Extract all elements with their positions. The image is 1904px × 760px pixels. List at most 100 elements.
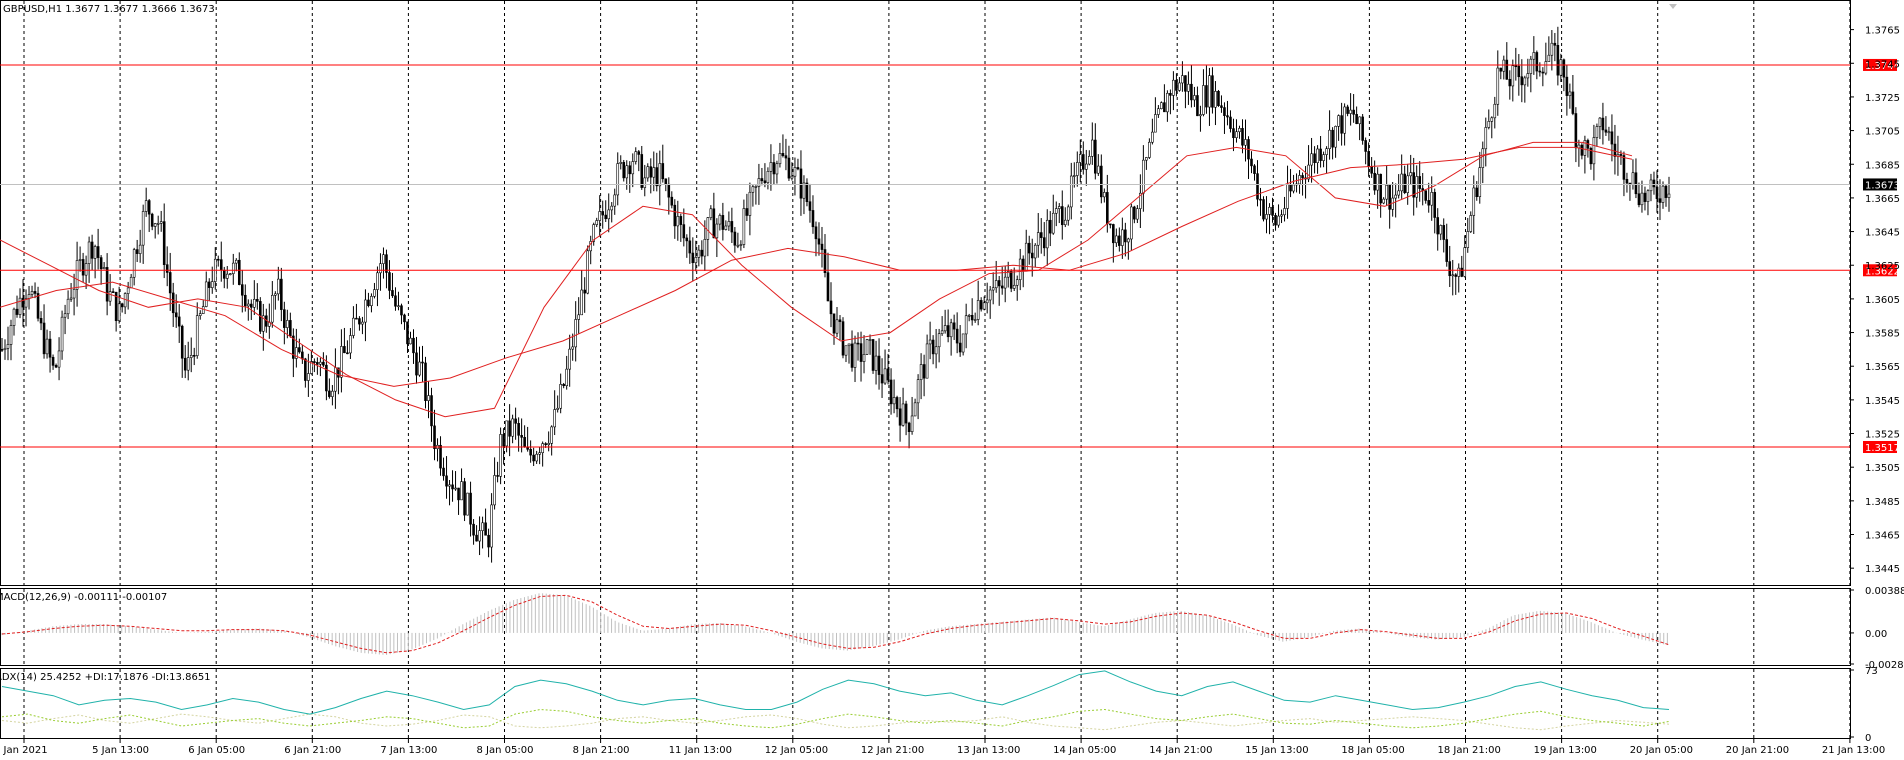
candle-body — [117, 303, 121, 322]
candle-body — [1367, 151, 1370, 167]
candle-body — [1259, 198, 1262, 201]
candle-body — [646, 166, 650, 179]
time-tick-label: 12 Jan 05:00 — [765, 745, 828, 756]
candle-body — [1472, 187, 1476, 216]
candle-body — [487, 534, 490, 548]
adx-title: ADX(14) 25.4252 +DI:17.1876 -DI:13.8651 — [0, 672, 211, 683]
candle-body — [739, 244, 743, 246]
level-price-tag — [1863, 264, 1897, 277]
candle-body — [493, 475, 496, 506]
candle-body — [1066, 206, 1070, 221]
moving-average-slow — [0, 146, 1633, 387]
candle-body — [877, 355, 881, 375]
candle-body — [679, 216, 683, 225]
candle-body — [271, 295, 274, 323]
candle-body — [706, 217, 710, 240]
candle-body — [1541, 71, 1545, 74]
candle-body — [904, 403, 908, 424]
candle-body — [463, 481, 466, 516]
candle-body — [1166, 92, 1169, 113]
price-tick-label: 1.3765 — [1865, 26, 1900, 37]
candle-body — [1364, 140, 1367, 152]
candle-body — [1000, 285, 1004, 289]
candle-body — [1042, 237, 1046, 249]
candle-body — [1490, 117, 1494, 122]
candle-body — [955, 328, 959, 344]
candle-body — [829, 300, 833, 315]
candle-body — [820, 243, 824, 250]
horizontal-levels[interactable]: 1.3744 1.3622 1.3517 1.3673 — [0, 58, 1900, 454]
candle-body — [472, 523, 475, 536]
candle-body — [850, 343, 854, 368]
candle-body — [1499, 67, 1503, 72]
candle-body — [1244, 139, 1247, 146]
candle-body — [361, 321, 364, 325]
chart-shift-marker-icon[interactable] — [1669, 4, 1677, 9]
candle-body — [499, 434, 502, 477]
candle-body — [625, 165, 629, 179]
candle-body — [1238, 128, 1241, 133]
candle-body — [730, 221, 734, 233]
candle-body — [1448, 261, 1452, 277]
candle-body — [99, 257, 103, 270]
candle-body — [652, 167, 656, 178]
candle-body — [129, 276, 133, 289]
candle-body — [156, 222, 160, 225]
candle-body — [940, 330, 944, 335]
candle-body — [727, 221, 731, 227]
candle-body — [1033, 244, 1037, 259]
candle-body — [760, 178, 764, 182]
candle-body — [1271, 206, 1274, 216]
candle-body — [1184, 75, 1187, 92]
candle-body — [96, 246, 100, 258]
candle-body — [21, 297, 25, 308]
price-tick-label: 1.3585 — [1865, 329, 1900, 340]
candle-body — [1151, 131, 1154, 143]
time-tick-label: 14 Jan 21:00 — [1149, 745, 1212, 756]
candle-body — [126, 287, 130, 294]
candle-body — [505, 420, 508, 447]
time-tick-label: 8 Jan 21:00 — [573, 745, 630, 756]
candle-body — [237, 259, 241, 285]
candle-body — [307, 373, 310, 381]
candle-body — [246, 303, 250, 307]
candle-body — [1649, 179, 1653, 192]
price-tick-label: 1.3485 — [1865, 497, 1900, 508]
moving-average-fast — [0, 141, 1633, 418]
candle-body — [985, 299, 989, 304]
candle-body — [1226, 115, 1229, 118]
candle-body — [382, 254, 385, 264]
candle-body — [1208, 75, 1211, 108]
candle-body — [51, 356, 55, 366]
time-tick-label: 11 Jan 13:00 — [669, 745, 732, 756]
candle-body — [1598, 117, 1602, 127]
adx-main-line — [1, 670, 1670, 715]
candle-body — [622, 162, 626, 179]
candle-body — [1274, 215, 1277, 226]
candle-body — [1346, 106, 1349, 114]
candle-body — [1622, 155, 1626, 180]
candle-body — [292, 335, 295, 359]
candle-body — [60, 316, 64, 352]
candle-body — [1109, 223, 1112, 226]
candle-body — [517, 423, 520, 436]
adx-plus-di-line — [1, 708, 1670, 729]
candle-body — [24, 298, 28, 308]
candle-body — [1072, 175, 1076, 177]
candle-body — [376, 272, 379, 290]
candle-body — [1157, 108, 1160, 115]
candle-body — [1535, 52, 1539, 72]
candle-body — [535, 453, 538, 462]
candle-body — [1655, 186, 1659, 199]
candle-body — [1103, 192, 1106, 198]
candle-body — [343, 346, 346, 354]
candle-body — [1466, 231, 1470, 248]
candle-body — [114, 291, 118, 322]
time-tick-label: 18 Jan 21:00 — [1438, 745, 1501, 756]
candle-body — [63, 313, 67, 318]
candle-body — [661, 163, 665, 180]
candle-body — [168, 272, 172, 294]
candle-body — [913, 402, 917, 417]
candle-body — [631, 161, 635, 175]
